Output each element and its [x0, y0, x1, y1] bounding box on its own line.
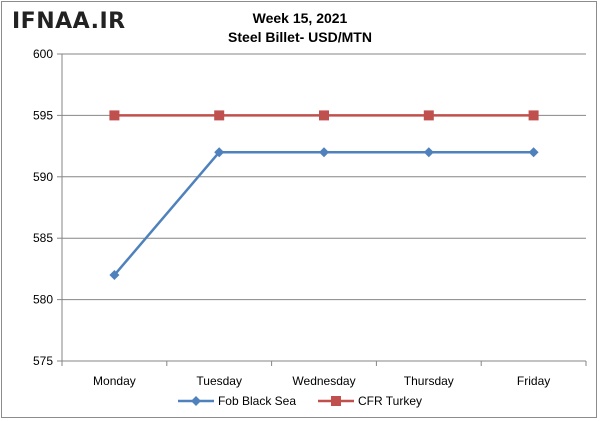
- legend-swatch-square-icon: [318, 396, 355, 406]
- legend-item-fob-black-sea: Fob Black Sea: [177, 394, 297, 408]
- legend-item-cfr-turkey: CFR Turkey: [318, 394, 422, 408]
- data-point: [319, 110, 329, 121]
- y-tick-label: 595: [33, 108, 53, 122]
- legend-label: CFR Turkey: [358, 394, 423, 408]
- data-point: [214, 110, 225, 121]
- x-tick-label: Friday: [517, 374, 550, 388]
- x-tick-label: Tuesday: [196, 374, 242, 388]
- x-tick-label: Monday: [93, 374, 136, 388]
- chart-legend: Fob Black Sea CFR Turkey: [0, 394, 600, 408]
- data-point: [528, 147, 539, 158]
- data-point: [319, 147, 329, 158]
- y-tick-label: 575: [33, 354, 53, 368]
- data-point: [109, 270, 120, 281]
- watermark-logo: IFNAA.IR: [12, 9, 126, 34]
- chart-title: Week 15, 2021: [252, 10, 348, 26]
- y-tick-label: 580: [33, 293, 53, 307]
- data-point: [423, 147, 434, 158]
- data-point: [214, 147, 225, 158]
- series-line: [113, 150, 534, 276]
- data-point: [109, 110, 120, 121]
- chart-subtitle: Steel Billet- USD/MTN: [228, 29, 372, 45]
- y-tick-label: 590: [33, 170, 53, 184]
- y-tick-label: 600: [33, 47, 53, 61]
- x-tick-label: Thursday: [404, 374, 454, 388]
- data-point: [528, 110, 539, 121]
- legend-label: Fob Black Sea: [217, 394, 297, 408]
- data-point: [423, 110, 434, 121]
- x-tick-label: Wednesday: [292, 374, 355, 388]
- legend-swatch-diamond-icon: [177, 396, 214, 406]
- y-tick-label: 585: [33, 231, 53, 245]
